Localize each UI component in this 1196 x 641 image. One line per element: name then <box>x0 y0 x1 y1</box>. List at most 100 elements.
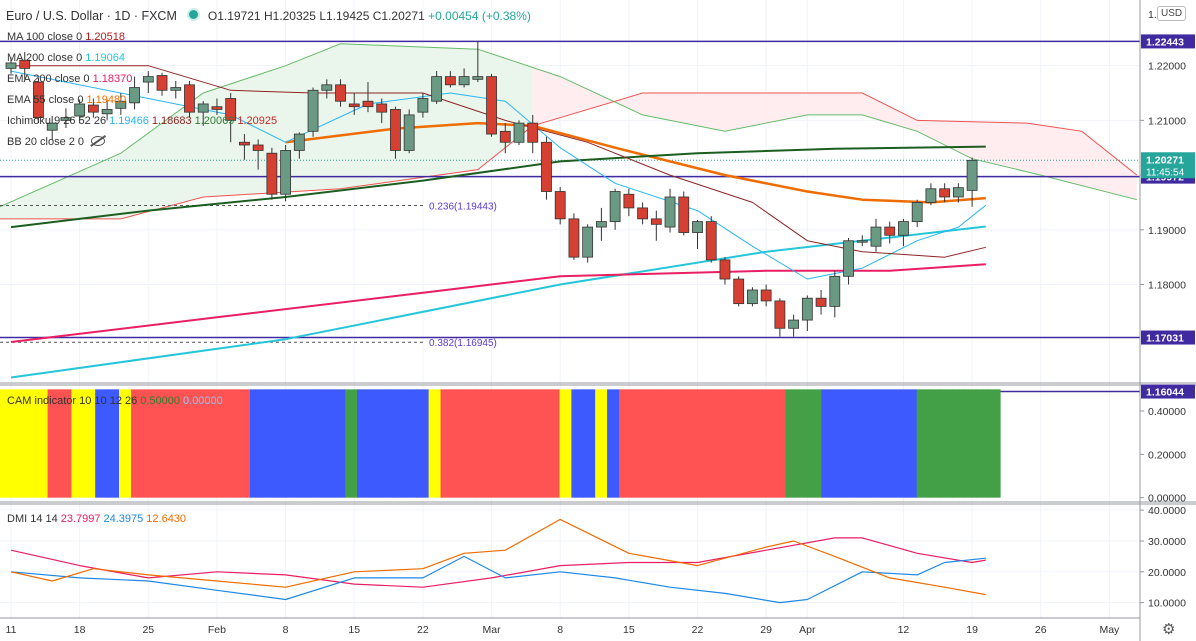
candle <box>801 295 813 332</box>
candle <box>595 207 607 241</box>
candle <box>760 284 772 307</box>
ichimoku-cloud-fill <box>532 67 1137 200</box>
cam-bar <box>666 389 680 498</box>
time-tick-label: 15 <box>623 624 635 636</box>
ichimoku-span-b-line <box>0 92 1138 220</box>
candle <box>376 98 388 124</box>
candle-body <box>486 76 497 135</box>
legend-ichimoku[interactable]: Ichimoku 9 26 52 26 1.19466 1.18683 1.20069… <box>7 114 280 128</box>
candle-body <box>747 289 758 305</box>
candle-body <box>664 196 676 228</box>
candle <box>623 188 635 217</box>
candle-body <box>115 100 127 109</box>
time-tick-label: 25 <box>142 624 154 636</box>
legend-ema55[interactable]: EMA 55 close 0 1.19480 <box>7 93 129 107</box>
cam-bar <box>333 389 346 498</box>
legend-ema200[interactable]: EMA 200 close 0 1.18370 <box>7 72 135 86</box>
candle <box>843 238 854 285</box>
currency-badge[interactable]: USD <box>1157 6 1187 21</box>
cam-bar <box>452 389 465 498</box>
candle <box>925 183 937 206</box>
legend-ma200-value: 1.19064 <box>85 52 125 64</box>
candle-body <box>650 218 662 225</box>
candle <box>266 147 278 200</box>
ohlc-high: H1.20325 <box>263 9 316 23</box>
candle <box>115 93 127 115</box>
legend-bb[interactable]: BB 20 close 2 0 <box>7 134 108 149</box>
market-status-icon <box>186 8 200 21</box>
candle-body <box>197 103 209 113</box>
cam-bar <box>857 389 870 498</box>
eye-off-icon[interactable] <box>90 134 106 147</box>
candle <box>431 71 443 104</box>
candle <box>293 132 305 159</box>
cam-bar <box>952 389 965 498</box>
settings-gear-icon[interactable]: ⚙ <box>1162 621 1176 638</box>
legend-ema200-label: EMA 200 close 0 <box>7 73 90 85</box>
cam-bar <box>821 389 834 498</box>
candle <box>747 287 758 307</box>
dmi-tick-label: 40.0000 <box>1148 505 1186 517</box>
dmi-di <box>10 555 986 604</box>
legend-dmi[interactable]: DMI 14 14 23.7997 24.3975 12.6430 <box>7 512 189 526</box>
candle <box>939 183 951 203</box>
legend-ma200[interactable]: MA 200 close 0 1.19064 <box>7 51 128 65</box>
cam-bar <box>154 389 168 498</box>
candle <box>966 157 978 207</box>
candle <box>156 72 168 96</box>
cam-bar <box>511 389 525 498</box>
ohlc-change: +0.00454 (+0.38%) <box>428 9 531 23</box>
cam-bar <box>476 389 489 498</box>
cam-bar <box>642 389 656 498</box>
candle-body <box>458 76 470 86</box>
price-label: 1.16044 <box>1146 387 1184 399</box>
candle-body <box>307 89 319 132</box>
legend-cam-label: CAM indicator 10 10 12 26 <box>7 395 138 407</box>
time-tick-label: 19 <box>966 624 978 636</box>
candle <box>774 298 786 337</box>
candle-body <box>760 289 772 302</box>
price-label: 1.17031 <box>1146 333 1184 345</box>
candle <box>307 87 319 137</box>
dmi-tick-label: 10.0000 <box>1148 598 1186 610</box>
series-ichimoku-tenkan <box>10 70 987 280</box>
cam-bar <box>273 389 287 498</box>
legend-ichimoku-span-a: 1.20069 <box>194 115 235 127</box>
candle <box>898 218 909 247</box>
candle-body <box>33 81 44 119</box>
candle <box>142 71 154 94</box>
candle-body <box>101 109 113 115</box>
cam-bar <box>238 389 251 498</box>
candle <box>499 123 511 154</box>
candle-body <box>582 226 594 258</box>
candle <box>403 109 415 154</box>
cam-bar <box>595 389 608 498</box>
cam-bar <box>0 389 13 498</box>
candle <box>486 73 497 137</box>
candle <box>719 257 731 285</box>
chart-header: Euro / U.S. Dollar · 1D · FXCM O1.19721 H… <box>6 8 531 23</box>
cam-bar <box>119 389 132 498</box>
candle <box>129 76 140 110</box>
legend-cam[interactable]: CAM indicator 10 10 12 26 0.50000 0.00000 <box>7 394 226 408</box>
candle <box>650 210 662 241</box>
legend-ichimoku-span-b: 1.20925 <box>237 115 278 127</box>
cam-bar <box>59 389 72 498</box>
candle <box>5 57 17 74</box>
candle-body <box>513 122 525 143</box>
candle-body <box>60 117 72 121</box>
cam-bar <box>571 389 584 498</box>
legend-ichimoku-tenkan: 1.19466 <box>109 115 149 127</box>
legend-ma100[interactable]: MA 100 close 0 1.20518 <box>7 30 128 44</box>
candle <box>705 216 717 263</box>
candle <box>33 77 44 124</box>
candle <box>252 139 264 170</box>
series-ma-100 <box>10 225 986 379</box>
symbol-title[interactable]: Euro / U.S. Dollar · 1D · FXCM <box>6 9 177 23</box>
cam-bar <box>83 389 96 498</box>
dmi-tick-label: 30.0000 <box>1148 536 1186 548</box>
last-price-label-bg <box>1141 152 1195 179</box>
candle-body <box>898 221 909 236</box>
candle <box>554 187 566 225</box>
